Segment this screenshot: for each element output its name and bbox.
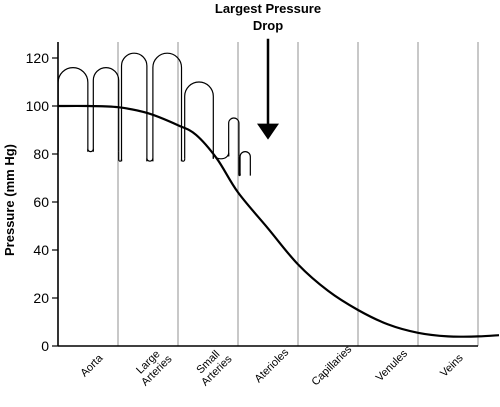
y-tick-label: 100 xyxy=(26,98,50,114)
pressure-wave-trough xyxy=(146,158,154,162)
category-label: Aterioles xyxy=(253,346,292,385)
category-label: Capillaries xyxy=(309,343,354,388)
y-tick-label: 80 xyxy=(33,146,49,162)
category-label: Aorta xyxy=(78,352,106,380)
category-label: Venules xyxy=(374,347,411,384)
y-tick-label: 120 xyxy=(26,50,50,66)
pressure-wave-peak xyxy=(120,52,148,162)
pulsatile-pressure-waves xyxy=(57,52,251,177)
y-tick-label: 20 xyxy=(33,290,49,306)
category-label: Veins xyxy=(438,352,466,380)
pressure-wave-peak xyxy=(228,117,240,157)
chart-title-line-2: Drop xyxy=(253,18,283,33)
pressure-wave-peak xyxy=(184,81,214,159)
y-tick-label: 60 xyxy=(33,194,49,210)
pressure-wave-peak xyxy=(239,151,251,176)
chart-title-line-1: Largest Pressure xyxy=(215,1,321,16)
pressure-wave-peak xyxy=(57,67,89,152)
y-axis-label: Pressure (mm Hg) xyxy=(2,144,17,256)
category-label: LargeArteries xyxy=(131,344,175,388)
y-tick-label: 0 xyxy=(41,338,49,354)
pressure-wave-trough xyxy=(180,158,186,162)
category-label: SmallArteries xyxy=(191,344,235,388)
pressure-wave-peak xyxy=(92,67,120,152)
pressure-wave-trough xyxy=(87,148,94,153)
pressure-wave-peak xyxy=(152,52,183,162)
y-tick-label: 40 xyxy=(33,242,49,258)
mean-pressure-line xyxy=(57,104,500,338)
pressure-drop-arrow-head xyxy=(257,123,279,140)
